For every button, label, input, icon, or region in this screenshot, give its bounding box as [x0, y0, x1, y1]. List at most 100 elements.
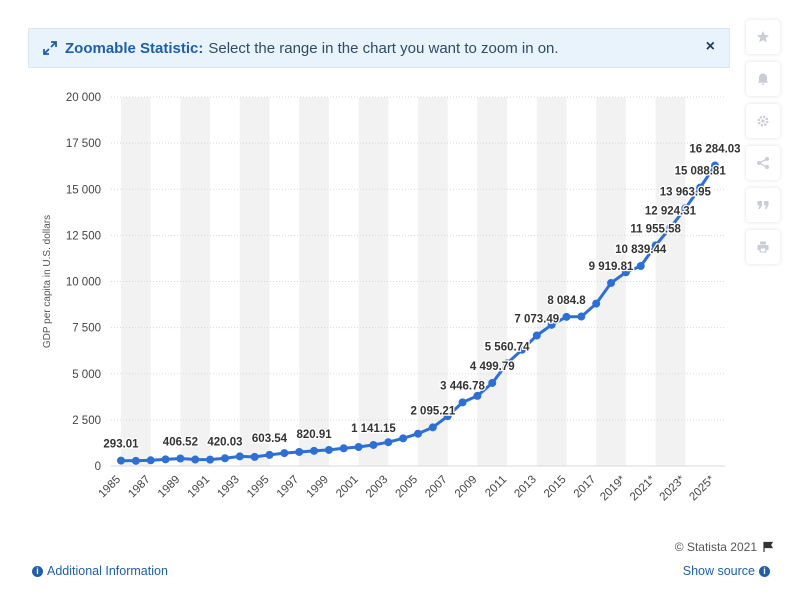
info-icon: i — [759, 565, 770, 577]
data-point[interactable] — [473, 391, 482, 400]
data-point[interactable] — [621, 268, 630, 277]
show-source-label: Show source — [682, 564, 755, 578]
data-label: 3 446.78 — [440, 380, 485, 392]
x-tick-label: 1997 — [275, 474, 302, 501]
share-button[interactable] — [746, 146, 780, 180]
data-point[interactable] — [250, 452, 259, 461]
show-source-link[interactable]: Show source i — [683, 564, 774, 578]
data-point[interactable] — [488, 378, 497, 387]
data-point[interactable] — [547, 320, 556, 329]
x-tick-label: 2009 — [453, 474, 480, 501]
data-point[interactable] — [666, 223, 675, 232]
cite-button[interactable] — [746, 188, 780, 222]
data-point[interactable] — [399, 434, 408, 443]
series-points — [117, 161, 719, 465]
data-point[interactable] — [176, 454, 185, 463]
x-tick-label: 2013 — [512, 474, 539, 501]
data-label: 1 141.15 — [351, 423, 396, 435]
data-point[interactable] — [681, 204, 690, 213]
x-axis-ticks: 1985 1987 1989 1991 1993 1995 1997 1999 2001 2003… — [97, 473, 718, 503]
data-label: 7 073.49 — [514, 313, 559, 325]
y-tick-label: 12 500 — [66, 230, 101, 242]
gdp-line-chart[interactable]: 0 2 500 5 000 7 500 10 000 12 500 15 000 17 500… — [0, 80, 740, 530]
data-point[interactable] — [280, 449, 289, 458]
data-point[interactable] — [443, 412, 452, 421]
data-point[interactable] — [458, 398, 467, 407]
statista-credit: © Statista 2021 — [675, 540, 774, 554]
data-point[interactable] — [711, 161, 719, 170]
x-tick-label: 1987 — [126, 474, 153, 501]
flag-icon — [763, 541, 774, 552]
data-point[interactable] — [117, 456, 125, 465]
data-point[interactable] — [562, 312, 571, 321]
x-tick-label: 2005 — [394, 474, 421, 501]
notification-button[interactable] — [746, 62, 780, 96]
zoom-banner: Zoomable Statistic: Select the range in … — [28, 28, 730, 68]
data-labels: 293.01 406.52 420.03 603.54 820.91 1 141.15 2 … — [102, 142, 740, 452]
data-point[interactable] — [532, 331, 541, 340]
gear-icon — [757, 115, 769, 127]
data-label: 15 088.81 — [675, 166, 727, 178]
x-tick-label: 1989 — [156, 474, 183, 501]
x-tick-label: 1991 — [186, 474, 213, 501]
data-point[interactable] — [354, 442, 363, 451]
data-point[interactable] — [636, 262, 645, 271]
close-button[interactable]: × — [705, 38, 715, 55]
favorite-button[interactable] — [746, 20, 780, 54]
x-tick-label: 2023* — [658, 473, 688, 503]
data-point[interactable] — [265, 450, 274, 459]
data-point[interactable] — [428, 423, 437, 432]
column-band — [239, 97, 270, 466]
additional-info-link[interactable]: i Additional Information — [28, 564, 168, 578]
data-point[interactable] — [206, 455, 215, 464]
print-icon — [757, 241, 769, 253]
data-point[interactable] — [220, 454, 229, 463]
share-icon — [757, 157, 769, 169]
data-label: 16 284.03 — [689, 144, 740, 156]
data-label: 10 839.44 — [615, 244, 667, 256]
x-tick-label: 2017 — [572, 474, 599, 501]
data-point[interactable] — [295, 447, 304, 456]
bell-icon — [757, 73, 769, 85]
data-point[interactable] — [339, 444, 348, 453]
expand-icon — [43, 41, 57, 55]
data-point[interactable] — [607, 278, 616, 287]
data-point[interactable] — [577, 312, 586, 321]
x-tick-label: 1999 — [304, 474, 331, 501]
data-label: 11 955.58 — [630, 223, 681, 235]
data-point[interactable] — [161, 455, 170, 464]
data-point[interactable] — [146, 456, 155, 465]
sidebar-toolbar — [746, 20, 780, 272]
data-point[interactable] — [235, 452, 244, 461]
data-label: 420.03 — [207, 436, 242, 448]
banner-text: Select the range in the chart you want t… — [208, 39, 559, 57]
x-tick-label: 2001 — [334, 474, 361, 501]
data-point[interactable] — [324, 445, 333, 454]
y-tick-label: 0 — [95, 461, 101, 473]
data-point[interactable] — [191, 455, 200, 464]
data-point[interactable] — [592, 299, 601, 308]
x-tick-label: 1995 — [245, 474, 272, 501]
data-point[interactable] — [517, 345, 526, 354]
data-point[interactable] — [131, 456, 140, 465]
y-tick-label: 7 500 — [72, 323, 101, 335]
x-tick-label: 2015 — [542, 474, 569, 501]
data-label: 406.52 — [163, 436, 198, 448]
data-point[interactable] — [384, 438, 393, 447]
print-button[interactable] — [746, 230, 780, 264]
data-label: 9 919.81 — [589, 261, 634, 273]
x-tick-label: 2021* — [628, 473, 658, 503]
data-label: 8 084.8 — [547, 295, 586, 307]
settings-button[interactable] — [746, 104, 780, 138]
y-tick-label: 5 000 — [72, 369, 101, 381]
x-tick-label: 2003 — [364, 474, 391, 501]
data-point[interactable] — [414, 429, 422, 438]
data-point[interactable] — [503, 359, 512, 368]
y-axis-ticks: 0 2 500 5 000 7 500 10 000 12 500 15 000 17 500… — [66, 92, 101, 473]
data-label: 13 963.95 — [660, 186, 712, 198]
data-point[interactable] — [369, 440, 378, 449]
data-point[interactable] — [651, 241, 660, 250]
y-axis-label: GDP per capita in U.S. dollars — [42, 215, 53, 348]
data-point[interactable] — [310, 446, 319, 455]
data-point[interactable] — [696, 183, 705, 192]
